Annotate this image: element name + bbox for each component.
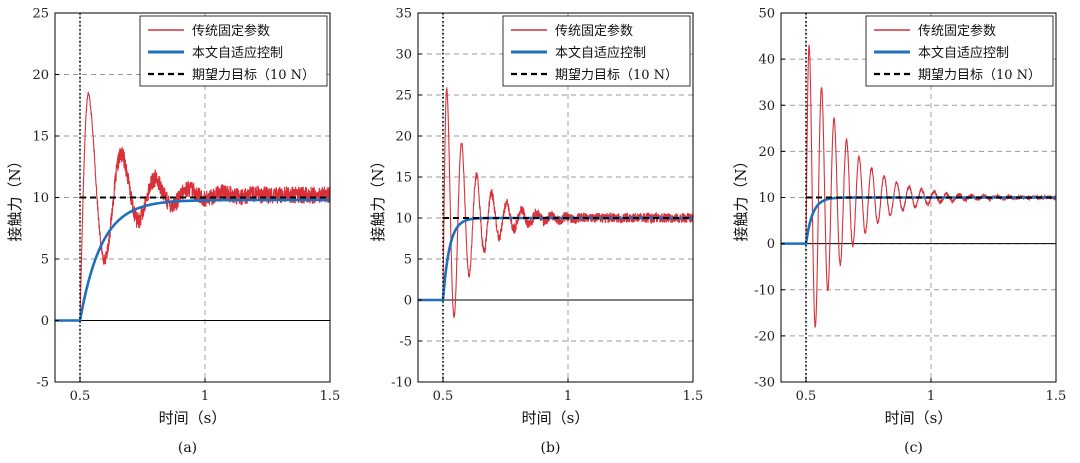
y-tick-label: 10 xyxy=(395,212,412,227)
y-tick-label: 20 xyxy=(395,130,412,145)
y-tick-label: 20 xyxy=(758,145,775,160)
y-axis-label: 接触力（N） xyxy=(6,153,24,241)
plot-frame xyxy=(417,12,694,383)
legend-label-fixed: 传统固定参数 xyxy=(555,23,633,39)
y-tick-label: 0 xyxy=(41,314,49,329)
series-line-fixed xyxy=(781,44,1057,329)
series-line-fixed xyxy=(418,86,694,318)
y-tick-label: 0 xyxy=(767,237,775,252)
y-axis-label: 接触力（N） xyxy=(732,153,750,241)
panel-caption: (c) xyxy=(904,440,923,456)
y-tick-label: 40 xyxy=(758,53,775,68)
y-tick-label: 15 xyxy=(395,171,412,186)
y-tick-label: 25 xyxy=(395,89,412,104)
x-tick-label: 0.5 xyxy=(70,389,91,404)
series-line-fixed xyxy=(55,91,331,322)
y-tick-label: 10 xyxy=(32,191,49,206)
x-tick-label: 1.5 xyxy=(1046,389,1067,404)
x-tick-label: 1.5 xyxy=(320,389,341,404)
chart-panel-c: -30 -20 -10 0 10 20 30 40 50 0.5 1 1.5 时间（s） 接触力（N） (c… xyxy=(732,7,1066,457)
chart-panel-a: -5 0 5 10 15 20 25 0.5 1 1.5 时间（s） 接触力（N） (a) 传统固定参数本… xyxy=(6,7,340,457)
y-tick-label: -5 xyxy=(36,376,49,391)
legend-label-target: 期望力目标（10 N） xyxy=(192,67,315,83)
series-line-adaptive xyxy=(55,198,330,322)
chart-panel-b: -10 -5 0 5 10 15 20 25 30 35 0.5 1 1.5 时间（s） 接触力（N） (b)… xyxy=(369,7,703,457)
y-tick-label: -10 xyxy=(754,283,775,298)
legend-label-adaptive: 本文自适应控制 xyxy=(918,45,1009,61)
y-tick-label: -5 xyxy=(399,335,412,350)
panel-caption: (b) xyxy=(541,440,561,456)
y-tick-label: -30 xyxy=(754,376,775,391)
y-tick-label: -20 xyxy=(754,329,775,344)
legend-label-target: 期望力目标（10 N） xyxy=(555,67,678,83)
y-tick-label: 20 xyxy=(32,68,49,83)
y-tick-label: 30 xyxy=(758,99,775,114)
x-tick-label: 1.5 xyxy=(683,389,704,404)
x-tick-label: 1 xyxy=(201,389,209,404)
legend-label-adaptive: 本文自适应控制 xyxy=(555,45,646,61)
x-tick-label: 1 xyxy=(927,389,935,404)
y-tick-label: 50 xyxy=(758,7,775,22)
y-axis-label: 接触力（N） xyxy=(369,153,387,241)
x-tick-label: 0.5 xyxy=(796,389,817,404)
x-axis-label: 时间（s） xyxy=(159,409,227,427)
legend-label-fixed: 传统固定参数 xyxy=(192,23,270,39)
y-tick-label: 5 xyxy=(41,253,49,268)
y-tick-label: 0 xyxy=(404,294,412,309)
legend-label-adaptive: 本文自适应控制 xyxy=(192,45,283,61)
y-tick-label: 35 xyxy=(395,7,412,22)
y-tick-label: 5 xyxy=(404,253,412,268)
y-tick-label: 15 xyxy=(32,130,49,145)
y-tick-label: 25 xyxy=(32,7,49,22)
panel-caption: (a) xyxy=(178,440,197,456)
x-axis-label: 时间（s） xyxy=(522,409,590,427)
x-tick-label: 1 xyxy=(564,389,572,404)
legend-label-target: 期望力目标（10 N） xyxy=(918,67,1041,83)
legend-label-fixed: 传统固定参数 xyxy=(918,23,996,39)
y-tick-label: -10 xyxy=(391,376,412,391)
x-tick-label: 0.5 xyxy=(433,389,454,404)
y-tick-label: 10 xyxy=(758,191,775,206)
x-axis-label: 时间（s） xyxy=(885,409,953,427)
y-tick-label: 30 xyxy=(395,48,412,63)
series-line-adaptive xyxy=(781,196,1056,245)
